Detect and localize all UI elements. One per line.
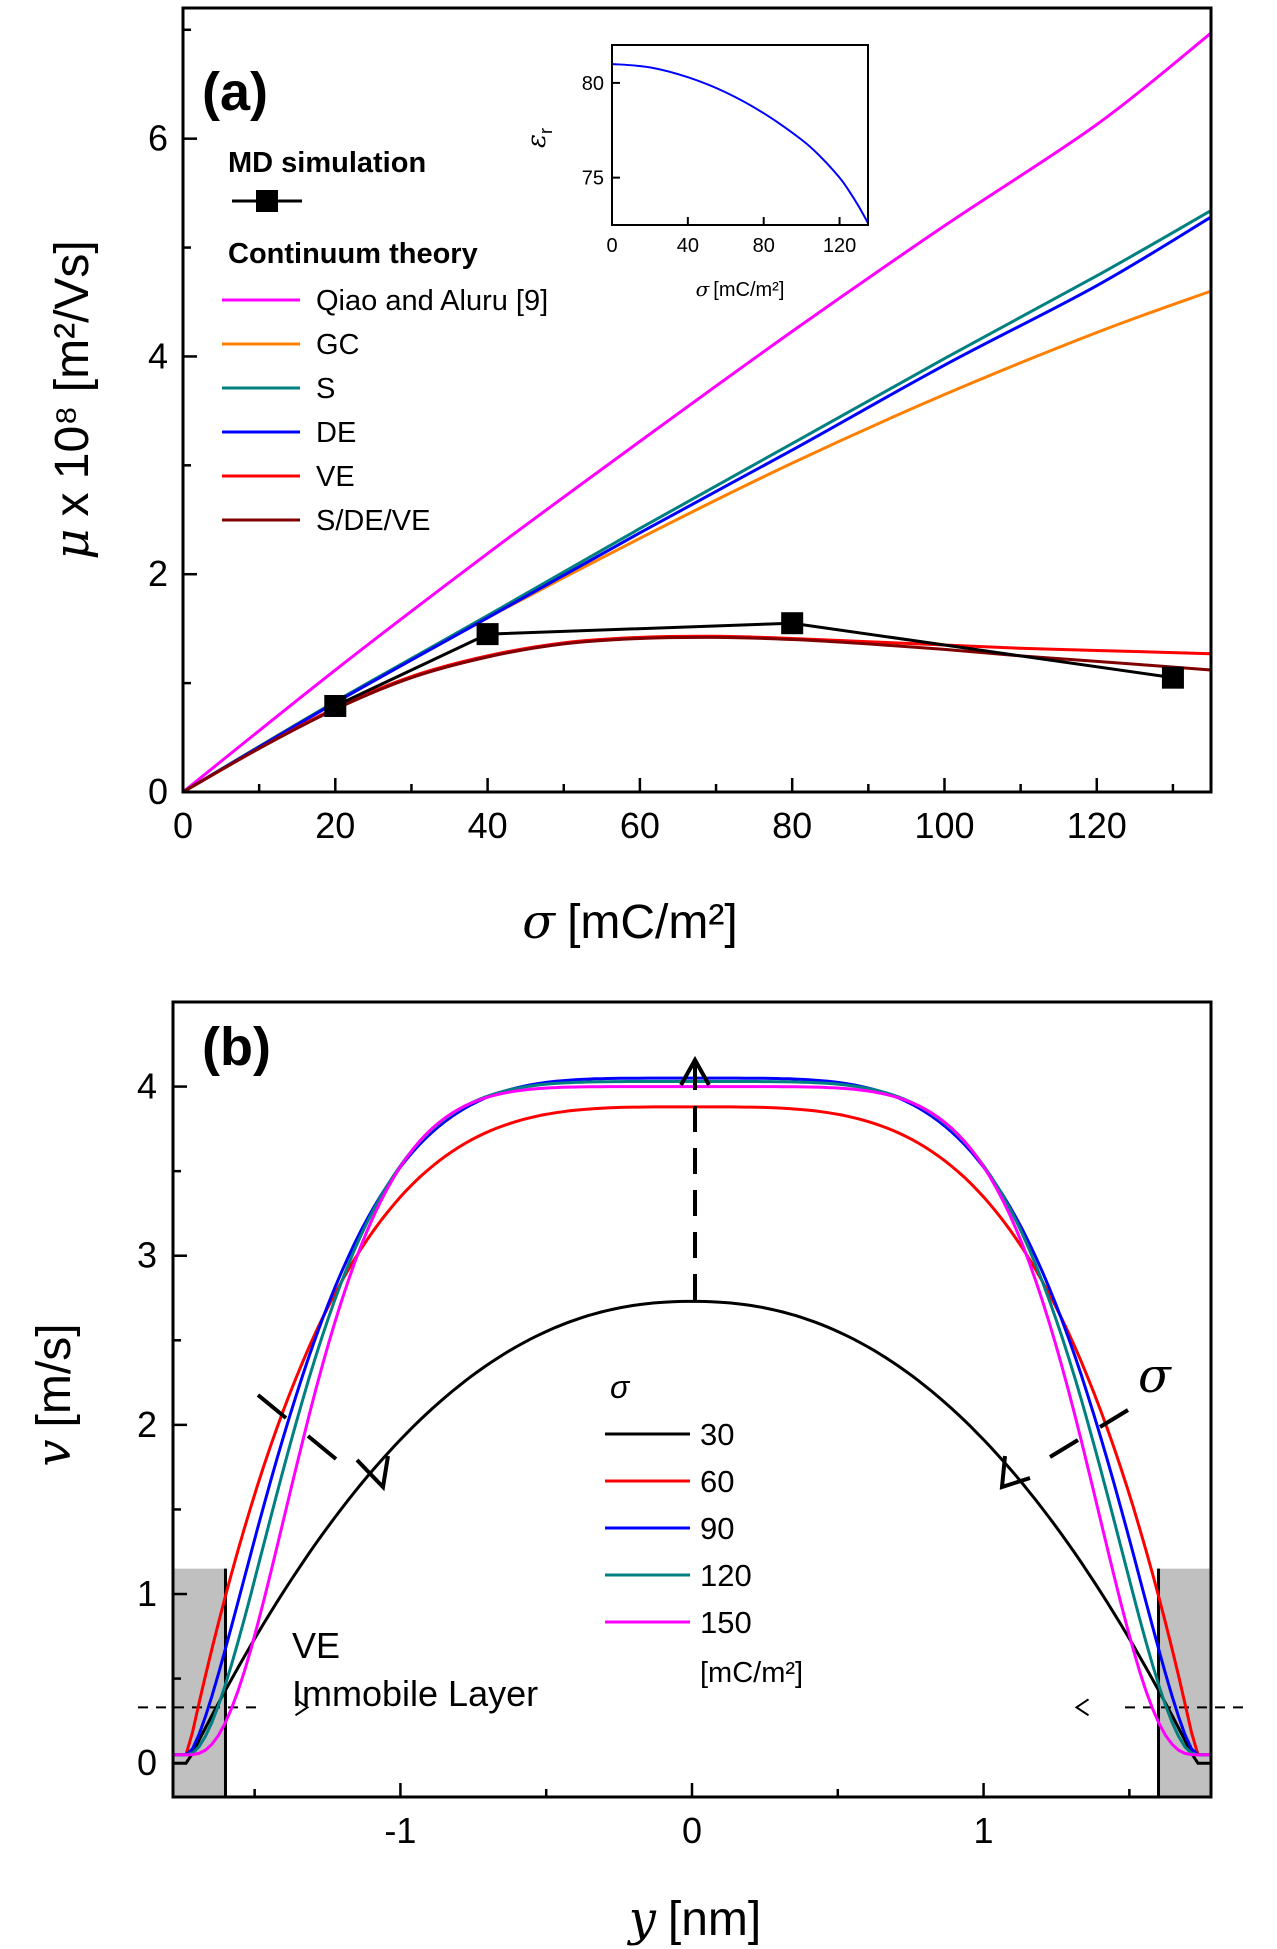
legend-label-a-4: VE: [316, 461, 355, 493]
inset-x-tick-label-0: 0: [606, 235, 617, 257]
inset-x-symbol: σ: [696, 277, 711, 301]
inset-chart: 0 40 80 120 75 80 σ [mC/m²] εr: [522, 44, 869, 301]
panel-b-chart: -1 0 1 0 1 2 3 4 σ σ 30 60 90 120 150 [mC/m²] VE Im…: [26, 1000, 1250, 1947]
legend-md-marker: [256, 190, 278, 212]
inset-x-tick-label-1: 40: [677, 235, 699, 257]
y-tick-label-a-3: 6: [148, 118, 168, 159]
inset-y-tick-label-1: 80: [582, 73, 604, 95]
panel-a-x-axis-label: σ [mC/m²]: [522, 894, 737, 950]
inset-y-tick-label-0: 75: [582, 168, 604, 190]
md-point-2: [781, 612, 804, 635]
sigma-annotation: σ: [1138, 1348, 1172, 1404]
arrow-right-dash-2: [1048, 1438, 1080, 1459]
legend-label-b-1: 60: [700, 1464, 734, 1499]
legend-b-unit: [mC/m²]: [700, 1657, 803, 1689]
inset-y-subscript: r: [536, 128, 556, 134]
panel-a-label: (a): [202, 62, 268, 122]
md-point-0: [324, 694, 347, 717]
panel-b-y-axis-label: v [m/s]: [26, 1323, 82, 1466]
velocity-curve-120: [173, 1080, 1211, 1757]
panel-a-legend: MD simulation Continuum theory Qiao and …: [222, 147, 548, 537]
md-simulation-line: [334, 621, 1174, 708]
inset-frame: [611, 44, 869, 226]
x-symbol: σ: [522, 894, 556, 950]
x-tick-label-a-5: 100: [914, 805, 974, 846]
md-point-1: [476, 623, 499, 646]
immobile-layer-label: Immobile Layer: [292, 1673, 538, 1714]
y-tick-label-b-3: 3: [137, 1235, 157, 1276]
legend-theory-header: Continuum theory: [228, 238, 478, 270]
legend-label-a-2: S: [316, 373, 335, 405]
velocity-curve-30: [173, 1299, 1211, 1765]
panel-b-legend: σ 30 60 90 120 150 [mC/m²]: [605, 1369, 803, 1689]
x-tick-label-b-1: 0: [682, 1810, 702, 1851]
legend-label-b-0: 30: [700, 1417, 734, 1452]
x-tick-label-a-2: 40: [468, 805, 508, 846]
legend-label-b-2: 90: [700, 1511, 734, 1546]
legend-label-a-0: Qiao and Aluru [9]: [316, 285, 548, 317]
legend-b-title: σ: [610, 1369, 631, 1405]
y-tick-label-b-1: 1: [137, 1573, 157, 1614]
shear-arrow-right: [1074, 1698, 1090, 1717]
velocity-curve-150: [173, 1085, 1211, 1757]
legend-label-a-1: GC: [316, 329, 360, 361]
inset-x-unit: [mC/m²]: [713, 279, 784, 301]
immobile-layer-label-ve: VE: [292, 1625, 340, 1666]
arrow-left-dash-2: [306, 1434, 338, 1461]
y-tick-label-b-2: 2: [137, 1404, 157, 1445]
y-unit: x 10⁸ [m²/Vs]: [46, 240, 99, 516]
arrowhead-center: [679, 1055, 711, 1086]
legend-label-b-4: 150: [700, 1605, 752, 1640]
series-line-a-0: [182, 31, 1212, 794]
x-tick-label-a-4: 80: [772, 805, 812, 846]
panel-a-frame: [181, 6, 1213, 794]
panel-a-y-axis-label: μ x 10⁸ [m²/Vs]: [44, 240, 100, 560]
y-tick-label-a-1: 2: [148, 553, 168, 594]
legend-label-a-5: S/DE/VE: [316, 505, 430, 537]
inset-y-symbol: ε: [522, 134, 552, 148]
panel-b-annotations: σ: [256, 1055, 1172, 1492]
b-x-symbol: y: [627, 1891, 657, 1947]
y-tick-label-b-4: 4: [137, 1066, 157, 1107]
inset-y-axis-label: εr: [522, 128, 556, 148]
panel-b-label: (b): [202, 1017, 271, 1077]
arrowhead-left: [355, 1455, 390, 1492]
b-y-unit: [m/s]: [28, 1323, 81, 1427]
x-tick-label-a-1: 20: [315, 805, 355, 846]
y-tick-label-b-0: 0: [137, 1742, 157, 1783]
x-unit: [mC/m²]: [567, 896, 738, 949]
arrow-right-dash-1: [1098, 1408, 1130, 1429]
x-tick-label-b-0: -1: [384, 1810, 416, 1851]
x-tick-label-a-3: 60: [620, 805, 660, 846]
inset-x-tick-label-3: 120: [823, 235, 856, 257]
x-tick-label-b-2: 1: [974, 1810, 994, 1851]
inset-series-line-0: [611, 62, 869, 224]
b-y-symbol: v: [26, 1439, 82, 1466]
velocity-curve-90: [173, 1076, 1211, 1757]
x-tick-label-a-6: 120: [1067, 805, 1127, 846]
series-line-a-3: [182, 215, 1212, 794]
legend-md-header: MD simulation: [228, 147, 426, 179]
legend-label-a-3: DE: [316, 417, 356, 449]
arrow-left-dash-1: [256, 1393, 288, 1420]
shear-arrow-left: [294, 1698, 310, 1717]
legend-label-b-3: 120: [700, 1558, 752, 1593]
y-symbol: μ: [44, 529, 100, 560]
md-point-3: [1161, 666, 1184, 689]
panel-b-x-axis-label: y [nm]: [627, 1891, 761, 1947]
b-x-unit: [nm]: [668, 1893, 761, 1946]
panel-b-frame: [171, 1000, 1213, 1799]
y-tick-label-a-2: 4: [148, 335, 168, 376]
inset-x-tick-label-2: 80: [753, 235, 775, 257]
x-tick-label-a-0: 0: [173, 805, 193, 846]
arrowhead-right: [999, 1455, 1031, 1490]
inset-x-axis-label: σ [mC/m²]: [696, 277, 785, 301]
y-tick-label-a-0: 0: [148, 771, 168, 812]
